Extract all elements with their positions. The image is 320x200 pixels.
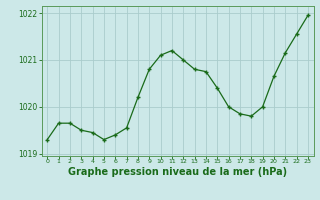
X-axis label: Graphe pression niveau de la mer (hPa): Graphe pression niveau de la mer (hPa) <box>68 167 287 177</box>
